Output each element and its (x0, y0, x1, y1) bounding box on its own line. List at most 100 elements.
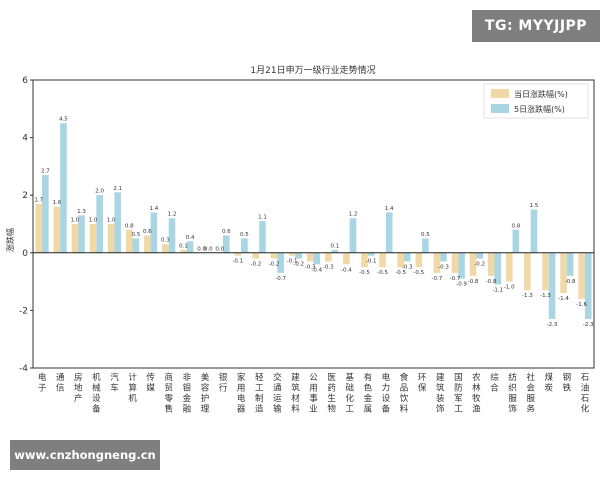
x-axis-labels-group: 电子通信房地产机械设备汽车计算机传媒商贸零售非银金融美容护理银行家用电器轻工制造… (38, 372, 590, 415)
x-tick-label-char: 属 (364, 405, 373, 415)
value-label-five-day: 4.5 (59, 117, 68, 123)
legend: 当日涨跌幅(%) 5日涨跌幅(%) (483, 83, 589, 119)
bar-daily (144, 235, 151, 253)
value-label-daily: -0.8 (468, 279, 479, 285)
x-tick-label-char: 工 (454, 405, 463, 415)
x-tick-label-char: 用 (237, 384, 246, 394)
plot-frame (32, 79, 595, 369)
value-label-daily: 1.0 (89, 218, 98, 224)
x-tick-label-char: 事 (309, 393, 318, 404)
value-label-daily: -1.6 (576, 302, 587, 308)
bar-daily (252, 252, 260, 259)
value-label-daily: -1.3 (522, 293, 533, 299)
value-label-five-day: 1.2 (349, 212, 358, 218)
bar-daily (361, 252, 368, 268)
x-tick-label-char: 工 (345, 405, 354, 415)
x-tick-label-char: 电 (38, 372, 47, 383)
x-tick-label-char: 化 (345, 393, 354, 404)
bar-five-day (168, 218, 176, 253)
value-label-daily: -0.3 (305, 264, 316, 270)
x-tick-label: 传媒 (146, 372, 155, 394)
x-tick-label: 电力设备 (382, 372, 391, 415)
bar-five-day (584, 252, 592, 320)
x-tick-label-char: 通 (56, 372, 65, 383)
y-axis-label: 涨跌幅 (5, 228, 15, 252)
bar-five-day (259, 221, 266, 253)
x-tick-label-char: 装 (436, 393, 445, 404)
x-tick-label-char: 会 (526, 383, 535, 394)
x-tick-label-char: 贸 (165, 383, 174, 394)
value-label-daily: 1.7 (34, 197, 43, 203)
bar-five-day (313, 252, 321, 265)
x-tick-label-char: 电 (237, 393, 246, 404)
value-label-daily: 1.0 (71, 218, 80, 224)
value-label-five-day: 1.4 (150, 206, 159, 212)
value-label-daily: -1.3 (540, 293, 551, 299)
bar-five-day (422, 238, 429, 253)
bar-five-day (367, 252, 375, 256)
legend-label-daily: 当日涨跌幅(%) (514, 89, 568, 99)
bar-five-day (78, 215, 85, 253)
bar-daily (379, 252, 386, 268)
x-tick-label: 综合 (490, 372, 499, 394)
x-tick-label: 公用事业 (309, 373, 318, 415)
value-label-five-day: 0.0 (204, 246, 213, 252)
x-tick-label-char: 车 (110, 383, 119, 394)
x-tick-label-char: 有 (364, 372, 373, 383)
bar-five-day (440, 252, 447, 262)
x-tick-label-char: 林 (472, 383, 481, 394)
bar-five-day (186, 241, 194, 253)
x-tick-label-char: 材 (291, 393, 300, 404)
x-tick-label-char: 传 (146, 372, 155, 383)
bar-daily (234, 252, 242, 256)
bar-five-day (530, 209, 538, 253)
x-tick-label-char: 输 (273, 404, 282, 415)
x-tick-label-char: 建 (436, 372, 445, 383)
x-tick-label-char: 务 (526, 404, 535, 415)
bar-five-day (566, 252, 574, 276)
bar-daily (560, 252, 567, 294)
bar-five-day (331, 249, 339, 253)
bar-five-day (403, 252, 411, 262)
x-tick-label: 通信 (56, 372, 65, 394)
x-tick-label-char: 理 (201, 405, 210, 415)
chart-title: 1月21日申万一级行业走势情况 (250, 64, 375, 76)
x-tick-label-char: 饮 (400, 393, 409, 404)
bar-five-day (42, 175, 49, 253)
bar-daily (415, 252, 423, 268)
x-tick-label-char: 料 (400, 404, 409, 415)
bar-five-day (96, 195, 103, 253)
x-tick-label: 建筑装饰 (436, 372, 445, 415)
y-tick-label: 0 (22, 249, 28, 259)
x-tick-label-char: 商 (165, 372, 174, 383)
bar-five-day (494, 252, 502, 285)
x-tick-label: 煤炭 (545, 372, 554, 394)
x-tick-label: 轻工制造 (255, 372, 264, 415)
x-tick-label-char: 金 (364, 393, 373, 404)
bar-five-day (114, 192, 122, 253)
bar-five-day (295, 252, 303, 259)
value-label-five-day: -0.7 (275, 276, 286, 282)
x-tick-label-char: 制 (255, 393, 264, 404)
x-tick-label-char: 石 (581, 373, 590, 383)
value-label-daily: 0.8 (125, 223, 134, 229)
x-tick-label-char: 械 (92, 383, 101, 394)
x-tick-label-char: 造 (255, 404, 264, 415)
x-tick-label-char: 生 (327, 393, 336, 404)
bar-daily (107, 224, 115, 253)
x-tick-label: 计算机 (128, 372, 137, 404)
bar-daily (162, 244, 169, 253)
value-labels-group: 1.72.71.64.51.01.31.02.01.02.10.80.5 0.61… (34, 117, 594, 328)
x-tick-label: 建筑材料 (291, 372, 300, 415)
x-tick-label-char: 备 (92, 404, 101, 415)
x-tick-label-char: 用 (309, 384, 318, 394)
value-label-daily: -0.3 (323, 264, 334, 270)
x-tick-label-char: 交 (273, 372, 282, 383)
x-tick-label-char: 美 (201, 372, 210, 383)
x-tick-label: 石油石化 (581, 373, 590, 415)
y-tick-label: -4 (19, 364, 28, 374)
bottom-watermark-label: www.cnzhongneng.cn (10, 440, 160, 470)
value-label-five-day: -0.1 (366, 259, 377, 265)
bar-five-day (132, 238, 140, 253)
value-label-daily: -0.5 (413, 270, 424, 276)
